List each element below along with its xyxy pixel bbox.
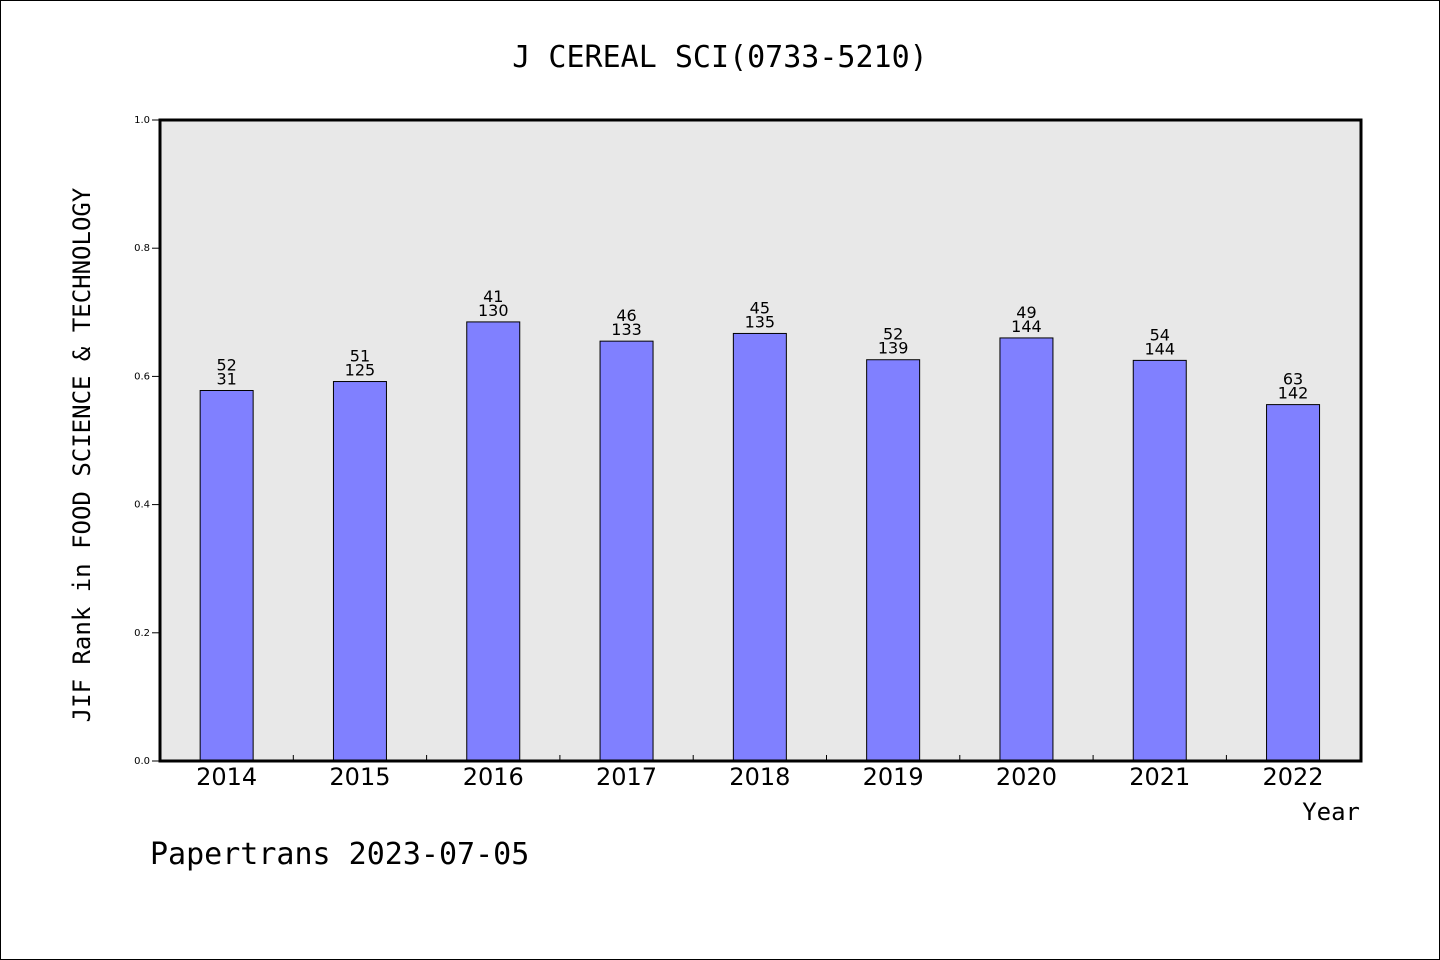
- y-tick-label: 0.2: [134, 628, 150, 639]
- bar-2021: [1132, 359, 1187, 762]
- x-axis-label: Year: [1302, 798, 1360, 826]
- bar-total-label-2016: 130: [478, 301, 509, 320]
- bar-rank-label-2019: 52: [883, 325, 903, 344]
- x-axis-ticks: 2014 2015 2016 2017 2018 2019 2020 2021 2022: [196, 755, 1324, 791]
- bar-total-label-2021: 144: [1144, 339, 1175, 358]
- bar-2019: [866, 359, 921, 762]
- bar-rank-label-2016: 41: [483, 287, 503, 306]
- x-tick-label-2017: 2017: [596, 763, 657, 791]
- x-tick-label-2021: 2021: [1129, 763, 1190, 791]
- bar-total-label-2017: 133: [611, 320, 642, 339]
- chart-title: J CEREAL SCI(0733-5210): [512, 40, 927, 75]
- x-tick-label-2020: 2020: [996, 763, 1057, 791]
- bar-total-label-2018: 135: [745, 312, 776, 331]
- x-tick-label-2014: 2014: [196, 763, 257, 791]
- bar-2020: [999, 337, 1054, 762]
- bar-2022: [1266, 404, 1321, 762]
- y-axis-label: JIF Rank in FOOD SCIENCE & TECHNOLOGY: [68, 187, 96, 722]
- bar-total-label-2015: 125: [345, 361, 376, 380]
- bar-total-label-2022: 142: [1278, 384, 1309, 403]
- x-tick-label-2022: 2022: [1263, 763, 1324, 791]
- y-tick-label: 0.8: [134, 243, 150, 254]
- y-axis-ticks: 0.0 0.2 0.4 0.6 0.8 1.0: [134, 115, 160, 767]
- bar-2016: [466, 321, 521, 762]
- y-tick-label: 0.6: [134, 371, 150, 382]
- bar-2018: [732, 332, 787, 762]
- bar-total-label-2014: 31: [216, 370, 236, 389]
- bar-rank-label-2021: 54: [1150, 325, 1170, 344]
- plot-border: [158, 118, 1363, 763]
- bar-rank-label-2018: 45: [750, 298, 770, 317]
- bar-total-label-2020: 144: [1011, 317, 1042, 336]
- bar-rank-label-2014: 52: [216, 356, 236, 375]
- footer-text: Papertrans 2023-07-05: [150, 837, 529, 872]
- x-tick-label-2019: 2019: [863, 763, 924, 791]
- bar-rank-label-2022: 63: [1283, 370, 1303, 389]
- bar-2015: [332, 381, 387, 762]
- x-tick-label-2018: 2018: [729, 763, 790, 791]
- bar-total-label-2019: 139: [878, 339, 909, 358]
- y-tick-label: 1.0: [134, 115, 150, 126]
- x-tick-label-2015: 2015: [329, 763, 390, 791]
- y-tick-label: 0.4: [134, 500, 150, 511]
- bar-rank-label-2015: 51: [350, 347, 370, 366]
- x-tick-label-2016: 2016: [463, 763, 524, 791]
- bar-rank-label-2017: 46: [616, 306, 636, 325]
- bar-rank-label-2020: 49: [1016, 303, 1036, 322]
- bar-2017: [599, 340, 654, 762]
- y-tick-label: 0.0: [134, 756, 150, 767]
- bars-group: [199, 321, 1321, 762]
- bar-2014: [199, 390, 254, 762]
